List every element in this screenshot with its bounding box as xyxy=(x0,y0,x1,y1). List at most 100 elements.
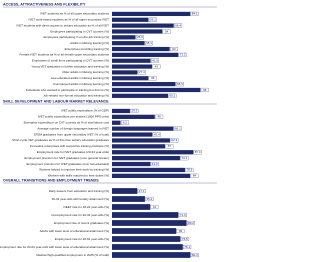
value-label: 71.3 xyxy=(180,213,186,217)
value-box xyxy=(151,58,159,63)
value-label: 25.3 xyxy=(137,35,143,39)
value-box xyxy=(178,52,187,57)
category-label: Short-cycle VET graduates as % of first … xyxy=(12,138,109,142)
value-label: 66.4 xyxy=(175,23,181,27)
category-label: IVET work-based students as % of all upp… xyxy=(29,18,110,22)
category-label: Older adults in lifelong learning (%) xyxy=(62,70,109,74)
category-label: Adults with lower level of educational a… xyxy=(40,229,109,233)
bar xyxy=(112,29,163,34)
category-label: Employees participating in CVT courses (… xyxy=(50,29,109,33)
category-label: Employees participating in on-the-job tr… xyxy=(43,35,109,39)
bar xyxy=(112,167,186,173)
value-box xyxy=(137,188,146,194)
bar xyxy=(112,23,174,28)
value-label: 41.5 xyxy=(152,59,158,63)
category-label: NEET rate for 18-24 year-olds (%) xyxy=(64,205,109,209)
bar xyxy=(112,11,191,17)
section-title: OVERALL TRANSITIONS AND EMPLOYMENT TREND… xyxy=(3,178,99,182)
bar xyxy=(112,70,138,75)
category-label: Job-related non-formal education and tra… xyxy=(43,94,109,98)
value-box xyxy=(190,173,199,178)
bar xyxy=(112,161,151,167)
value-box xyxy=(137,70,146,75)
bar xyxy=(112,204,151,210)
value-label: 41.2 xyxy=(152,162,158,166)
value-box xyxy=(180,236,189,242)
value-label: 43 xyxy=(155,64,159,68)
value-box xyxy=(173,126,182,131)
category-label: Medium/high-qualified employment in 2025… xyxy=(36,253,109,257)
value-box xyxy=(162,29,171,34)
category-label: Enterprises providing training (%) xyxy=(65,47,109,51)
value-box xyxy=(178,212,187,218)
value-label: 80.2 xyxy=(188,221,194,225)
value-label: 35.4 xyxy=(146,197,152,201)
value-label: 69 xyxy=(179,229,183,233)
value-label: 46 xyxy=(158,115,162,119)
value-box xyxy=(152,132,161,137)
value-label: 43.4 xyxy=(154,132,160,136)
value-label: 71.2 xyxy=(180,53,186,57)
category-label: Employment premium for IVET graduates (o… xyxy=(24,156,109,160)
bar xyxy=(112,46,170,52)
bar xyxy=(112,87,201,93)
bar xyxy=(112,220,187,226)
chart: ACCESS, ATTRACTIVENESS AND FLEXIBILITY IV… xyxy=(0,2,217,258)
category-label: Unemployment rate for 20-34 year-olds (%… xyxy=(51,213,109,217)
bar xyxy=(112,236,181,242)
value-label: 62.3 xyxy=(171,138,177,142)
value-box xyxy=(165,144,174,149)
category-label: Low-educated adults in lifelong learning… xyxy=(51,76,109,80)
category-label: Unemployed adults in lifelong learning (… xyxy=(53,82,109,86)
value-label: 76.1 xyxy=(184,245,190,249)
value-box xyxy=(187,220,195,226)
category-label: Innovative enterprises with supportive t… xyxy=(30,144,109,148)
bar xyxy=(112,228,177,234)
value-box xyxy=(190,252,199,258)
bar xyxy=(112,173,191,178)
value-box xyxy=(121,120,129,125)
category-label: Young VET graduates in further education… xyxy=(31,64,109,68)
value-label: 41 xyxy=(153,205,157,209)
bar xyxy=(112,150,194,155)
category-label: Employment rate for IVET graduates (20-3… xyxy=(37,150,109,154)
value-label: 39 xyxy=(151,76,155,80)
bar xyxy=(112,114,155,119)
value-box xyxy=(200,87,209,92)
category-label: Enterprise expenditure on CVT courses as… xyxy=(24,121,109,125)
value-label: 27.1 xyxy=(139,189,145,193)
bar xyxy=(112,17,149,22)
value-label: 84 xyxy=(193,174,197,178)
value-label: 78.5 xyxy=(186,168,192,172)
value-label: 60.2 xyxy=(169,94,175,98)
value-box xyxy=(185,167,194,172)
bar xyxy=(112,132,153,137)
category-label: Employees of small firms participating i… xyxy=(32,59,109,63)
category-label: Workers with skills matched to their dut… xyxy=(48,174,109,178)
value-label: 35.1 xyxy=(146,41,152,45)
value-box xyxy=(136,35,144,40)
value-box xyxy=(170,138,179,143)
bar xyxy=(112,64,152,69)
value-box xyxy=(145,41,153,46)
bar xyxy=(112,58,151,63)
bar xyxy=(112,82,176,87)
value-box xyxy=(148,76,157,81)
bar xyxy=(112,244,183,250)
bar xyxy=(112,52,179,57)
value-label: 62 xyxy=(172,47,176,51)
value-label: 9.2 xyxy=(123,121,128,125)
value-box xyxy=(174,23,183,28)
category-label: 30-34 year-olds with tertiary attainment… xyxy=(52,197,109,201)
value-box xyxy=(168,93,177,98)
bar xyxy=(112,138,170,143)
bar xyxy=(112,188,138,194)
category-label: Early leavers from education and trainin… xyxy=(49,189,109,193)
bar xyxy=(112,144,166,149)
value-label: 95 xyxy=(203,88,207,92)
bar xyxy=(112,93,168,98)
value-box xyxy=(180,156,189,161)
bar xyxy=(112,212,179,218)
bar xyxy=(112,156,180,161)
